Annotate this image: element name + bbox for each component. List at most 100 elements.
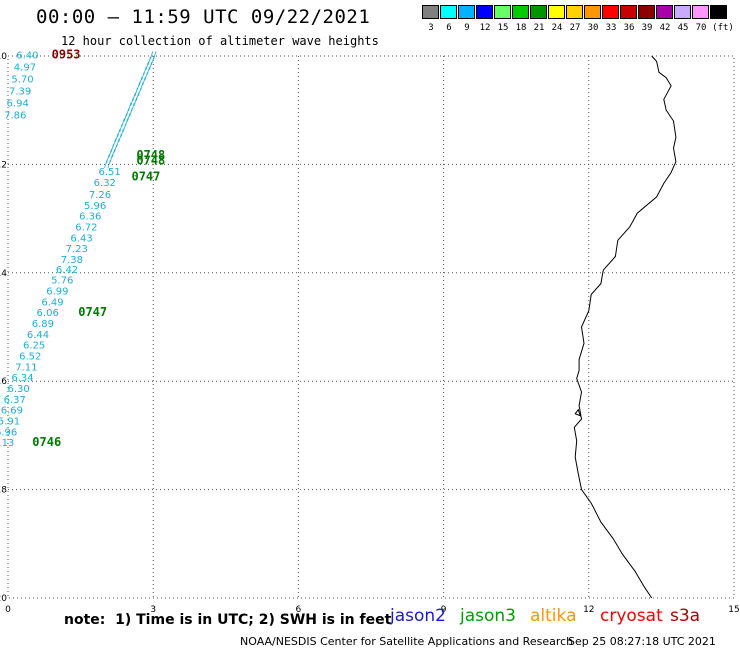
lon-tick-label: 15 bbox=[728, 605, 739, 615]
scale-swatch bbox=[440, 5, 457, 19]
lon-tick-label: 12 bbox=[583, 605, 594, 615]
wave-height-label: 6.99 bbox=[46, 286, 68, 297]
satellite-legend-item: s3a bbox=[670, 606, 701, 626]
lon-tick-label: 6 bbox=[296, 605, 302, 615]
lat-tick-label: -16 bbox=[0, 377, 7, 387]
scale-swatch bbox=[422, 5, 439, 19]
wave-height-label: 6.42 bbox=[56, 265, 78, 276]
track-overlap-glyph: ∕∕ bbox=[148, 56, 155, 67]
wave-height-label: 7.23 bbox=[66, 244, 88, 255]
credit-line: NOAA/NESDIS Center for Satellite Applica… bbox=[240, 635, 574, 648]
wave-height-label: 4.97 bbox=[14, 63, 36, 74]
wave-height-label: 6.25 bbox=[23, 341, 45, 352]
scale-swatch bbox=[674, 5, 691, 19]
wave-height-label: 6.51 bbox=[99, 167, 121, 178]
wave-height-label: 5.96 bbox=[84, 201, 106, 212]
scale-swatch bbox=[458, 5, 475, 19]
wave-height-label: 5.70 bbox=[11, 75, 33, 86]
satellite-legend-item: jason3 bbox=[460, 606, 516, 626]
map-title: 00:00 – 11:59 UTC 09/22/2021 bbox=[36, 6, 371, 28]
coast-inlet bbox=[574, 408, 582, 417]
satellite-legend-item: altika bbox=[530, 606, 577, 626]
track-overlap-glyph: ∕∕ bbox=[139, 76, 146, 87]
map-subtitle: 12 hour collection of altimeter wave hei… bbox=[61, 34, 379, 48]
scale-label: 39 bbox=[641, 23, 653, 33]
scale-unit: (ft) bbox=[712, 23, 734, 33]
scale-swatch bbox=[530, 5, 547, 19]
scale-label: 18 bbox=[515, 23, 527, 33]
scale-swatch bbox=[602, 5, 619, 19]
wave-height-label: 6.40 bbox=[16, 51, 38, 62]
wave-height-label: 6.49 bbox=[41, 297, 63, 308]
scale-swatch bbox=[692, 5, 709, 19]
satellite-legend-item: jason2 bbox=[390, 606, 446, 626]
track-overlap-glyph: ∕∕ bbox=[126, 107, 133, 118]
scale-swatch bbox=[656, 5, 673, 19]
pass-time-label: 0748 bbox=[136, 148, 165, 162]
lat-tick-label: -14 bbox=[0, 269, 7, 279]
pass-time-label: 0746 bbox=[32, 435, 61, 449]
track-overlap-glyph: ∕∕ bbox=[122, 118, 129, 129]
scale-swatch bbox=[566, 5, 583, 19]
wave-height-label: 6.44 bbox=[27, 330, 49, 341]
generation-timestamp: Sep 25 08:27:18 UTC 2021 bbox=[568, 635, 716, 648]
scale-label: 6 bbox=[446, 23, 452, 33]
scale-label: 27 bbox=[569, 23, 581, 33]
track-overlap-glyph: ∕∕ bbox=[150, 51, 157, 62]
wave-height-label: 6.69 bbox=[1, 406, 23, 417]
wave-height-label: 5.76 bbox=[51, 276, 73, 287]
wave-height-label: 6.06 bbox=[37, 308, 59, 319]
scale-swatch bbox=[638, 5, 655, 19]
track-overlap-glyph: ∕∕ bbox=[106, 154, 113, 165]
track-overlap-glyph: ∕∕ bbox=[141, 71, 148, 82]
track-overlap-glyph: ∕∕ bbox=[135, 87, 142, 98]
wave-height-label: 7.38 bbox=[61, 255, 83, 266]
wave-height-label: 6.96 bbox=[0, 427, 17, 438]
wave-height-label: 7.86 bbox=[4, 110, 26, 121]
scale-label: 21 bbox=[533, 23, 545, 33]
pass-time-label: 0748 bbox=[136, 153, 165, 167]
scale-label: 33 bbox=[605, 23, 617, 33]
wave-height-label: 6.89 bbox=[32, 319, 54, 330]
track-overlap-glyph: ∕∕ bbox=[108, 149, 115, 160]
scale-label: 24 bbox=[551, 23, 563, 33]
lon-tick-label: 0 bbox=[5, 605, 11, 615]
track-overlap-glyph: ∕∕ bbox=[117, 128, 124, 139]
lon-tick-label: 9 bbox=[441, 605, 447, 615]
scale-label: 42 bbox=[659, 23, 671, 33]
pass-time-label: 0747 bbox=[78, 305, 107, 319]
wave-height-label: 6.43 bbox=[70, 233, 92, 244]
wave-height-label: 7.11 bbox=[15, 362, 37, 373]
track-overlap-glyph: ∕∕ bbox=[128, 102, 135, 113]
track-overlap-glyph: ∕∕ bbox=[124, 112, 131, 123]
track-overlap-glyph: ∕∕ bbox=[119, 123, 126, 134]
map-frame bbox=[7, 55, 735, 599]
scale-label: 45 bbox=[677, 23, 689, 33]
track-overlap-glyph: ∕∕ bbox=[104, 159, 111, 170]
wave-height-label: 6.94 bbox=[7, 98, 29, 109]
scale-label: 15 bbox=[497, 23, 509, 33]
lon-tick-label: 3 bbox=[150, 605, 156, 615]
scale-swatch bbox=[710, 5, 727, 19]
lat-tick-label: -20 bbox=[0, 594, 7, 604]
wave-height-label: 6.30 bbox=[8, 384, 30, 395]
wave-height-label: 7.39 bbox=[9, 86, 31, 97]
pass-time-label: 0747 bbox=[131, 170, 160, 184]
pass-time-label: 0953 bbox=[52, 48, 81, 62]
scale-label: 36 bbox=[623, 23, 635, 33]
scale-swatch bbox=[584, 5, 601, 19]
scale-label: 70 bbox=[695, 23, 707, 33]
scale-label: 9 bbox=[464, 23, 470, 33]
track-overlap-glyph: ∕∕ bbox=[137, 82, 144, 93]
scale-label: 30 bbox=[587, 23, 599, 33]
wave-height-label: 7.26 bbox=[89, 190, 111, 201]
lat-tick-label: -18 bbox=[0, 486, 7, 496]
track-overlap-glyph: ∕∕ bbox=[132, 92, 139, 103]
track-overlap-glyph: ∕∕ bbox=[111, 143, 118, 154]
wave-height-label: 6.37 bbox=[4, 395, 26, 406]
scale-swatch bbox=[476, 5, 493, 19]
scale-swatch bbox=[548, 5, 565, 19]
satellite-legend-item: cryosat bbox=[600, 606, 663, 626]
footer-note: note: 1) Time is in UTC; 2) SWH is in fe… bbox=[64, 612, 392, 628]
